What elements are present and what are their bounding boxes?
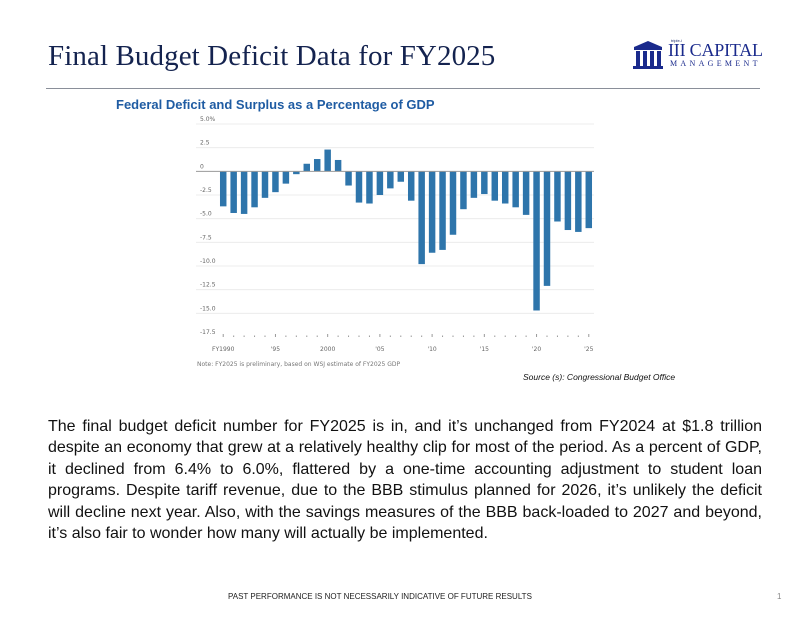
bar-1993 — [251, 171, 258, 208]
y-tick-label: -2.5 — [200, 187, 212, 194]
bar-2019 — [522, 171, 530, 215]
x-tick-label: '15 — [480, 346, 489, 353]
bar-2001 — [334, 159, 342, 172]
y-tick-label: -17.5 — [200, 329, 216, 336]
chart-note: Note: FY2025 is preliminary, based on WS… — [197, 361, 401, 368]
chart-source: Source (s): Congressional Budget Office — [523, 372, 676, 382]
bar-1990 — [219, 171, 227, 207]
bar-2021 — [543, 171, 551, 286]
page-number: 1 — [777, 592, 782, 601]
x-axis-ticks: FY1990 '95 2000 '05 '10 '15 '20 '25 — [212, 334, 594, 353]
bar-2006 — [387, 171, 394, 189]
bar-1992 — [240, 171, 248, 214]
bar-1991 — [230, 171, 237, 213]
bar-1995 — [272, 171, 279, 193]
logo-tagline: triple-i — [671, 38, 682, 43]
slide-title: Final Budget Deficit Data for FY2025 — [48, 40, 496, 72]
company-logo: triple-i III CAPITAL MANAGEMENT — [631, 38, 763, 74]
bars — [219, 149, 593, 311]
bar-2023 — [564, 171, 572, 231]
y-axis-ticks: 5.0% 2.5 0 -2.5 -5.0 -7.5 -10.0 -12.5 -15.0 -17.5 — [200, 116, 216, 336]
logo-subname: MANAGEMENT — [670, 59, 761, 68]
x-tick-label: 2000 — [320, 346, 335, 353]
columns-building-icon — [633, 41, 663, 69]
bar-2009 — [418, 171, 425, 265]
bar-2005 — [376, 171, 384, 195]
y-tick-label: -12.5 — [200, 282, 216, 289]
bar-2020 — [533, 171, 540, 311]
x-tick-label: '25 — [584, 346, 593, 353]
body-paragraph: The final budget deficit number for FY20… — [48, 418, 762, 543]
y-tick-label: 5.0% — [200, 116, 216, 123]
x-tick-label: '20 — [532, 346, 541, 353]
y-tick-label: -15.0 — [200, 305, 216, 312]
deficit-bar-chart: 5.0% 2.5 0 -2.5 -5.0 -7.5 -10.0 -12.5 -15.0 -17.5… — [196, 116, 594, 353]
y-tick-label: -7.5 — [200, 234, 212, 241]
bar-2003 — [355, 171, 363, 203]
bar-2025 — [585, 171, 593, 229]
bar-2013 — [460, 171, 467, 210]
bar-2015 — [481, 171, 488, 195]
y-tick-label: 0 — [200, 163, 204, 170]
y-tick-label: -10.0 — [200, 258, 216, 265]
logo-name: III CAPITAL — [668, 40, 763, 60]
bar-1997 — [293, 171, 300, 175]
bar-1996 — [282, 171, 290, 184]
x-tick-label: '10 — [427, 346, 436, 353]
bar-1994 — [261, 171, 269, 198]
bar-2024 — [575, 171, 582, 232]
x-tick-label: FY1990 — [212, 346, 235, 353]
disclaimer-footer: PAST PERFORMANCE IS NOT NECESSARILY INDI… — [228, 592, 532, 601]
chart-title: Federal Deficit and Surplus as a Percent… — [116, 97, 435, 112]
bar-2002 — [345, 171, 352, 186]
bar-2010 — [428, 171, 436, 253]
y-tick-label: 2.5 — [200, 140, 210, 147]
bar-1998 — [303, 163, 311, 172]
bar-2017 — [501, 171, 509, 204]
title-divider — [46, 88, 760, 89]
bar-2000 — [324, 149, 331, 172]
bar-2014 — [470, 171, 478, 198]
bar-2004 — [366, 171, 373, 204]
x-tick-label: '05 — [375, 346, 384, 353]
bar-2016 — [491, 171, 499, 201]
bar-2007 — [397, 171, 405, 182]
bar-2011 — [439, 171, 446, 250]
bar-2012 — [449, 171, 457, 235]
bar-1999 — [313, 159, 321, 172]
bar-2018 — [512, 171, 519, 208]
y-tick-label: -5.0 — [200, 211, 212, 218]
bar-2008 — [407, 171, 415, 201]
x-tick-label: '95 — [271, 346, 280, 353]
bar-2022 — [554, 171, 561, 222]
